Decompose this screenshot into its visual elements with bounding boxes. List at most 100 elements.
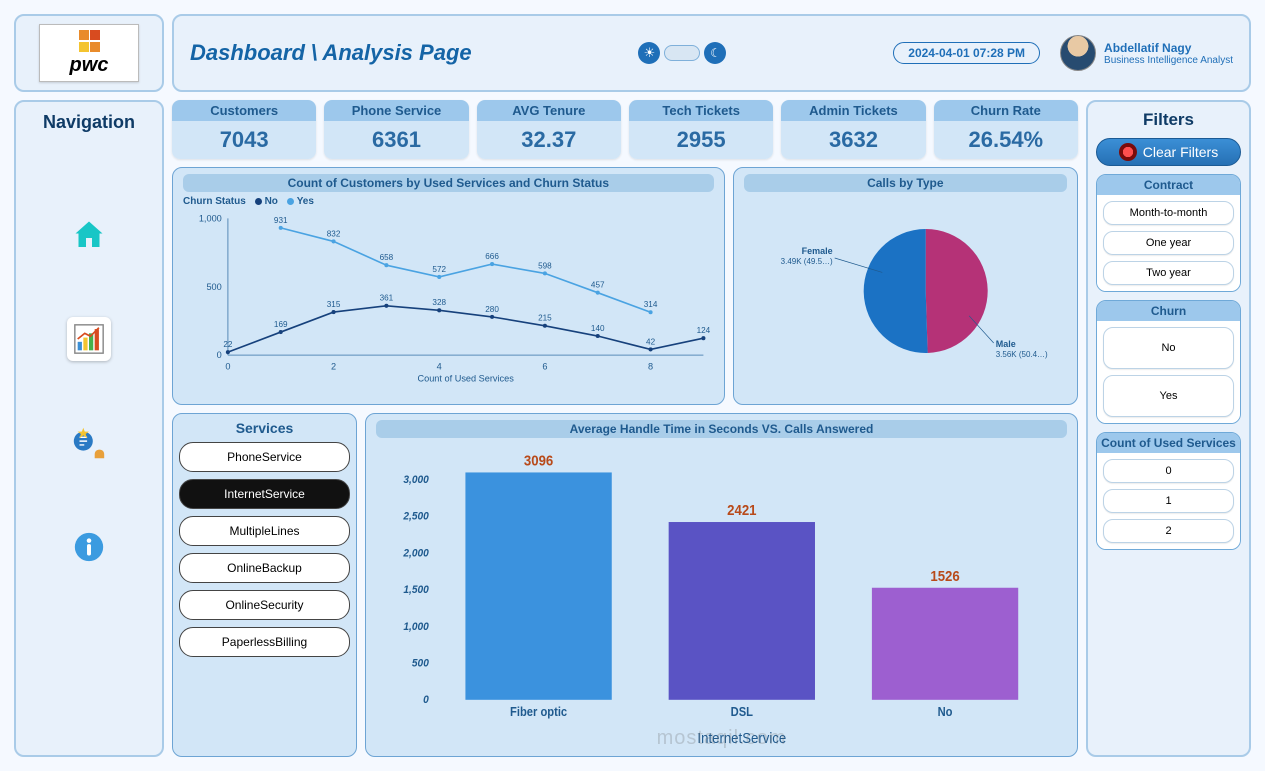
- line-chart-legend: Churn Status No Yes: [183, 196, 714, 207]
- svg-text:500: 500: [206, 282, 221, 292]
- svg-text:2,500: 2,500: [402, 510, 428, 523]
- svg-text:No: No: [938, 704, 953, 719]
- svg-text:42: 42: [646, 337, 656, 346]
- svg-text:2421: 2421: [727, 501, 757, 518]
- services-panel: Services PhoneService InternetService Mult…: [172, 413, 357, 757]
- pie-chart-title: Calls by Type: [744, 174, 1067, 192]
- svg-text:8: 8: [648, 361, 653, 371]
- logo-panel: pwc: [14, 14, 164, 92]
- nav-reviews-icon[interactable]: [67, 421, 111, 465]
- nav-title: Navigation: [43, 112, 135, 133]
- service-option[interactable]: OnlineSecurity: [179, 590, 350, 620]
- filter-option[interactable]: One year: [1103, 231, 1234, 255]
- filter-group-title: Count of Used Services: [1097, 433, 1240, 453]
- svg-text:22: 22: [223, 340, 233, 349]
- clear-filters-button[interactable]: Clear Filters: [1096, 138, 1241, 166]
- kpi-card: Admin Tickets 3632: [781, 100, 925, 159]
- svg-text:6: 6: [542, 361, 547, 371]
- nav-home-icon[interactable]: [67, 213, 111, 257]
- page-title: Dashboard \ Analysis Page: [190, 40, 472, 66]
- kpi-row: Customers 7043 Phone Service 6361 AVG Te…: [172, 100, 1078, 159]
- navigation-panel: Navigation: [14, 100, 164, 757]
- service-option[interactable]: InternetService: [179, 479, 350, 509]
- line-chart-card: Count of Customers by Used Services and …: [172, 167, 725, 405]
- filter-option[interactable]: Yes: [1103, 375, 1234, 417]
- service-option[interactable]: OnlineBackup: [179, 553, 350, 583]
- kpi-label: AVG Tenure: [477, 100, 621, 121]
- user-name: Abdellatif Nagy: [1104, 41, 1233, 55]
- svg-text:931: 931: [274, 216, 288, 225]
- line-chart[interactable]: 05001,00002468Count of Used Services9318…: [183, 207, 714, 387]
- kpi-card: AVG Tenure 32.37: [477, 100, 621, 159]
- svg-text:2: 2: [331, 361, 336, 371]
- kpi-card: Customers 7043: [172, 100, 316, 159]
- line-chart-title: Count of Customers by Used Services and …: [183, 174, 714, 192]
- svg-text:1526: 1526: [930, 567, 960, 584]
- svg-text:169: 169: [274, 320, 288, 329]
- svg-text:DSL: DSL: [731, 704, 753, 719]
- svg-text:598: 598: [538, 261, 552, 270]
- kpi-card: Tech Tickets 2955: [629, 100, 773, 159]
- svg-text:314: 314: [644, 300, 658, 309]
- svg-text:Female: Female: [801, 246, 832, 256]
- svg-text:140: 140: [591, 324, 605, 333]
- svg-text:Male: Male: [995, 339, 1015, 349]
- filter-option[interactable]: Two year: [1103, 261, 1234, 285]
- service-option[interactable]: PaperlessBilling: [179, 627, 350, 657]
- svg-text:InternetService: InternetService: [697, 729, 786, 746]
- filter-group: Contract Month-to-month One year Two year: [1096, 174, 1241, 292]
- pie-chart-card: Calls by Type Female3.49K (49.5…)Male3.5…: [733, 167, 1078, 405]
- user-role: Business Intelligence Analyst: [1104, 55, 1233, 66]
- main-content: Customers 7043 Phone Service 6361 AVG Te…: [172, 100, 1078, 757]
- service-option[interactable]: PhoneService: [179, 442, 350, 472]
- kpi-value: 3632: [781, 121, 925, 159]
- svg-text:124: 124: [697, 326, 711, 335]
- nav-analysis-icon[interactable]: [67, 317, 111, 361]
- filter-option[interactable]: Month-to-month: [1103, 201, 1234, 225]
- svg-text:3.49K (49.5…): 3.49K (49.5…): [780, 257, 832, 266]
- filter-option[interactable]: 2: [1103, 519, 1234, 543]
- brand-logo: pwc: [39, 24, 139, 82]
- svg-text:361: 361: [380, 294, 394, 303]
- filter-group: Count of Used Services 0 1 2: [1096, 432, 1241, 550]
- svg-text:1,000: 1,000: [403, 620, 428, 633]
- clear-icon: [1119, 143, 1137, 161]
- svg-text:666: 666: [485, 252, 499, 261]
- kpi-card: Phone Service 6361: [324, 100, 468, 159]
- kpi-label: Churn Rate: [934, 100, 1078, 121]
- filters-title: Filters: [1096, 110, 1241, 130]
- filter-option[interactable]: 1: [1103, 489, 1234, 513]
- svg-text:500: 500: [412, 657, 429, 670]
- kpi-value: 26.54%: [934, 121, 1078, 159]
- svg-text:315: 315: [327, 300, 341, 309]
- filter-option[interactable]: No: [1103, 327, 1234, 369]
- svg-text:280: 280: [485, 305, 499, 314]
- filter-group: Churn No Yes: [1096, 300, 1241, 424]
- svg-text:Count of Used Services: Count of Used Services: [417, 374, 514, 384]
- svg-text:3096: 3096: [524, 452, 554, 469]
- kpi-label: Admin Tickets: [781, 100, 925, 121]
- pie-chart[interactable]: Female3.49K (49.5…)Male3.56K (50.4…): [744, 196, 1067, 386]
- svg-text:1,500: 1,500: [403, 584, 428, 597]
- moon-icon: ☾: [704, 42, 726, 64]
- service-option[interactable]: MultipleLines: [179, 516, 350, 546]
- services-title: Services: [179, 420, 350, 436]
- kpi-value: 32.37: [477, 121, 621, 159]
- nav-info-icon[interactable]: [67, 525, 111, 569]
- svg-text:0: 0: [225, 361, 230, 371]
- filter-option[interactable]: 0: [1103, 459, 1234, 483]
- theme-toggle[interactable]: ☀ ☾: [638, 42, 726, 64]
- bar-chart-title: Average Handle Time in Seconds VS. Calls…: [376, 420, 1067, 438]
- svg-text:215: 215: [538, 314, 552, 323]
- svg-text:328: 328: [432, 298, 446, 307]
- kpi-value: 7043: [172, 121, 316, 159]
- filter-group-title: Churn: [1097, 301, 1240, 321]
- user-block[interactable]: Abdellatif Nagy Business Intelligence An…: [1060, 35, 1233, 71]
- filter-group-title: Contract: [1097, 175, 1240, 195]
- header-bar: Dashboard \ Analysis Page ☀ ☾ 2024-04-01…: [172, 14, 1251, 92]
- avatar: [1060, 35, 1096, 71]
- svg-text:2,000: 2,000: [402, 547, 428, 560]
- bar-chart[interactable]: 05001,0001,5002,0002,5003,0003096Fiber o…: [376, 442, 1067, 750]
- sun-icon: ☀: [638, 42, 660, 64]
- filters-panel: Filters Clear Filters Contract Month-to-…: [1086, 100, 1251, 757]
